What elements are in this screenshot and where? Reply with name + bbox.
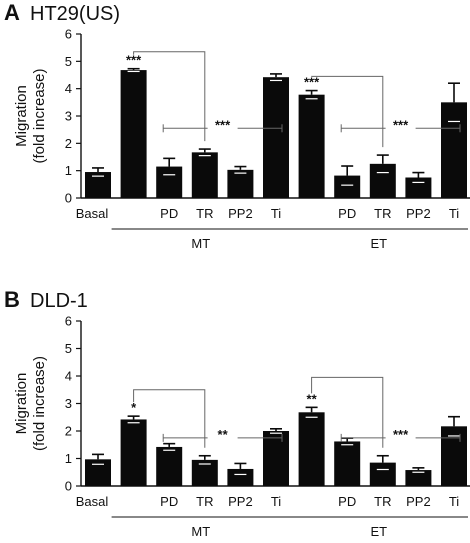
significance-stars: ***	[126, 53, 142, 68]
y-tick-label: 0	[65, 191, 72, 206]
significance-stars: ***	[393, 427, 409, 442]
y-axis-label: (fold increase)	[31, 356, 48, 451]
comparison-bracket	[311, 376, 384, 448]
y-axis-label: Migration	[13, 373, 30, 435]
significance-stars: ***	[215, 117, 231, 132]
bar	[298, 412, 325, 486]
comparison-bracket	[133, 389, 206, 448]
x-tick-label: Ti	[449, 206, 459, 221]
x-tick-label: PD	[160, 494, 178, 509]
comparison-bracket	[311, 75, 384, 148]
y-tick-label: 1	[65, 451, 72, 466]
group-label: MT	[191, 524, 210, 538]
x-tick-label: Ti	[271, 494, 281, 509]
y-tick-label: 6	[65, 314, 72, 329]
bar	[120, 419, 147, 486]
y-tick-label: 4	[65, 369, 72, 384]
group-label: MT	[191, 236, 210, 251]
significance-stars: **	[307, 391, 318, 406]
significance-stars: **	[218, 427, 229, 442]
significance-stars: *	[131, 400, 137, 415]
x-tick-label: PP2	[406, 494, 431, 509]
x-tick-label: Basal	[76, 206, 109, 221]
bar	[334, 441, 361, 486]
y-tick-label: 6	[65, 27, 72, 42]
y-tick-label: 4	[65, 81, 72, 96]
y-tick-label: 5	[65, 54, 72, 69]
bar	[227, 169, 254, 198]
comparison-label-bg	[385, 119, 416, 132]
x-tick-label: Basal	[76, 494, 109, 509]
bar	[298, 94, 325, 198]
y-axis-label: Migration	[13, 85, 30, 147]
x-tick-label: Ti	[271, 206, 281, 221]
significance-stars: ***	[304, 75, 320, 90]
comparison-bracket	[133, 51, 206, 142]
group-label: ET	[370, 524, 387, 538]
group-label: ET	[370, 236, 387, 251]
x-tick-label: PP2	[228, 494, 253, 509]
y-tick-label: 5	[65, 341, 72, 356]
y-axis-label: (fold increase)	[31, 68, 48, 163]
bar	[227, 468, 254, 486]
bar	[369, 462, 396, 486]
panel-letter: A	[4, 0, 20, 25]
bar	[263, 77, 289, 198]
panel-letter: B	[4, 287, 20, 312]
y-tick-label: 0	[65, 479, 72, 494]
x-tick-label: TR	[196, 206, 213, 221]
bar	[405, 177, 432, 198]
x-tick-label: TR	[374, 206, 391, 221]
bar	[156, 446, 183, 486]
comparison-label-bg	[385, 428, 416, 441]
bar	[334, 175, 361, 198]
y-tick-label: 3	[65, 396, 72, 411]
x-tick-label: TR	[374, 494, 391, 509]
comparison-label-bg	[207, 428, 238, 441]
bar	[156, 166, 183, 198]
panel-title: DLD-1	[30, 290, 88, 312]
x-tick-label: PP2	[228, 206, 253, 221]
x-tick-label: PD	[338, 494, 356, 509]
significance-stars: ***	[393, 117, 409, 132]
x-tick-label: TR	[196, 494, 213, 509]
bar	[441, 426, 467, 486]
y-tick-label: 2	[65, 424, 72, 439]
y-tick-label: 2	[65, 136, 72, 151]
bar	[441, 102, 467, 198]
y-tick-label: 1	[65, 163, 72, 178]
bar	[405, 470, 432, 486]
x-tick-label: PD	[160, 206, 178, 221]
comparison-label-bg	[207, 119, 238, 132]
x-tick-label: PD	[338, 206, 356, 221]
bar	[369, 163, 396, 198]
x-tick-label: PP2	[406, 206, 431, 221]
bar	[263, 431, 289, 486]
bar	[120, 70, 147, 198]
bar	[191, 152, 218, 198]
bar	[85, 459, 111, 486]
y-tick-label: 3	[65, 109, 72, 124]
panel-title: HT29(US)	[30, 3, 120, 25]
x-tick-label: Ti	[449, 494, 459, 509]
